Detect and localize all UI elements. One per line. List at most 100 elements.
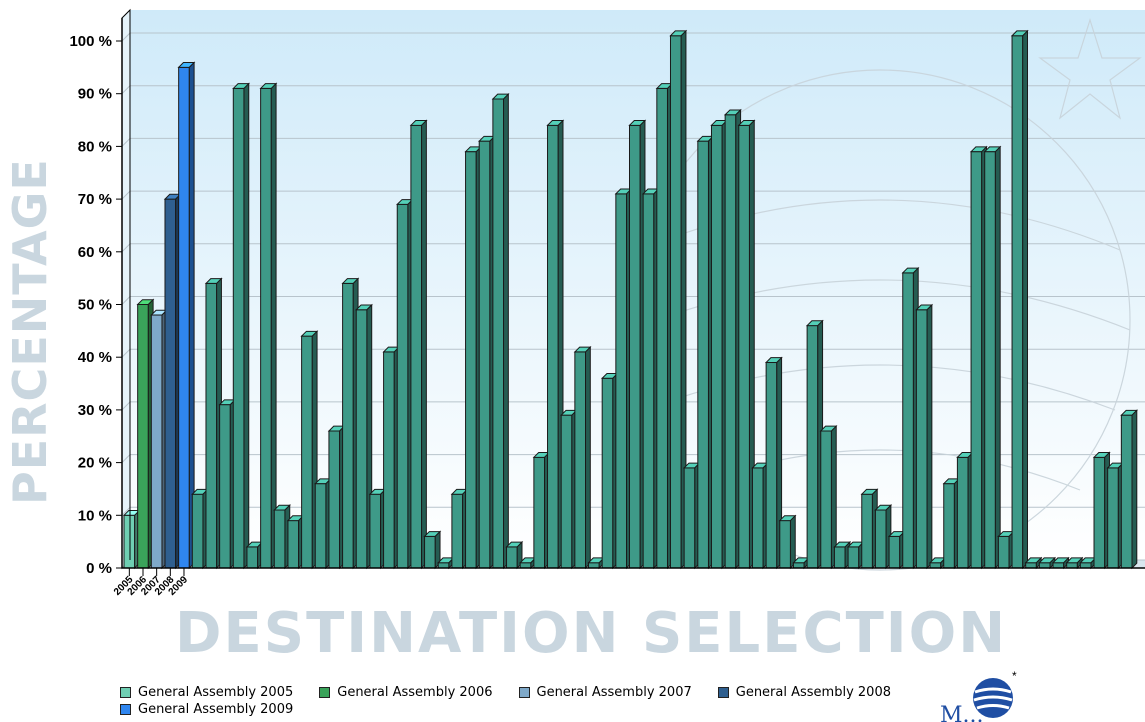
bar-unlabeled — [956, 451, 975, 570]
bar-unlabeled — [314, 477, 332, 570]
legend-label: General Assembly 2006 — [337, 685, 493, 700]
globe-logo-icon: * M... — [940, 669, 1017, 722]
legend-row: General Assembly 2009 — [120, 701, 1020, 718]
bar-unlabeled — [491, 92, 510, 570]
legend: General Assembly 2005 General Assembly 20… — [120, 684, 1020, 718]
bar-unlabeled — [915, 303, 934, 570]
y-tick-label: 100 % — [69, 33, 112, 50]
bar-unlabeled — [409, 119, 428, 570]
bar-unlabeled — [887, 530, 906, 570]
bar-unlabeled — [778, 514, 797, 570]
bar-unlabeled — [641, 187, 660, 570]
legend-label: General Assembly 2005 — [138, 685, 294, 700]
bar-unlabeled — [286, 514, 305, 570]
legend-item: General Assembly 2005 — [120, 685, 293, 700]
bar-unlabeled — [355, 303, 373, 570]
gridline-diag — [121, 190, 131, 200]
bar-unlabeled — [573, 345, 592, 570]
y-tick-label: 50 % — [78, 297, 112, 314]
bar-unlabeled — [559, 409, 578, 570]
legend-item: General Assembly 2007 — [518, 685, 692, 700]
bar-unlabeled — [983, 145, 1002, 570]
bar-unlabeled — [710, 119, 729, 570]
legend-item: General Assembly 2008 — [717, 685, 891, 700]
bar-2009 — [177, 61, 196, 570]
bar-unlabeled — [682, 461, 701, 570]
y-tick-label: 0 % — [86, 560, 112, 577]
logo-text: M... — [940, 703, 984, 722]
y-tick-label: 70 % — [78, 191, 112, 208]
legend-label: General Assembly 2009 — [138, 702, 294, 717]
bar-unlabeled — [1106, 461, 1125, 570]
bar-unlabeled — [300, 330, 319, 570]
svg-text:*: * — [1012, 669, 1017, 683]
legend-swatch — [518, 687, 530, 698]
bar-unlabeled — [696, 135, 715, 570]
legend-item: General Assembly 2009 — [120, 702, 293, 717]
legend-label: General Assembly 2007 — [536, 685, 692, 700]
plot-left-wall — [121, 8, 131, 570]
legend-swatch — [120, 687, 131, 698]
bar-2006 — [136, 298, 155, 570]
bar-unlabeled — [819, 424, 838, 570]
bar-unlabeled — [600, 372, 619, 570]
bar-unlabeled — [1120, 409, 1139, 570]
gridline-diag — [121, 32, 131, 42]
bar-unlabeled — [737, 119, 756, 570]
legend-label: General Assembly 2008 — [735, 685, 891, 700]
bar-unlabeled — [669, 29, 688, 570]
bar-unlabeled — [751, 461, 770, 570]
gridline-diag — [121, 243, 131, 253]
gridline-diag — [121, 85, 131, 95]
legend-swatch — [717, 687, 729, 698]
y-tick-label: 80 % — [78, 138, 112, 155]
bar-unlabeled — [1010, 29, 1029, 570]
bar-unlabeled — [628, 119, 647, 570]
y-tick-label: 10 % — [78, 507, 112, 524]
bar-unlabeled — [245, 540, 264, 570]
bar-unlabeled — [655, 82, 674, 570]
bar-2008 — [163, 193, 182, 570]
legend-row: General Assembly 2005 General Assembly 20… — [120, 684, 1020, 701]
bar-unlabeled — [764, 356, 783, 570]
bar-unlabeled — [997, 530, 1016, 570]
legend-swatch — [120, 704, 131, 715]
bar-unlabeled — [204, 277, 223, 570]
y-tick-label: 30 % — [78, 402, 112, 419]
bar-unlabeled — [942, 477, 961, 570]
bar-unlabeled — [833, 540, 852, 570]
bar-unlabeled — [546, 119, 565, 570]
gridline-diag — [121, 454, 131, 463]
bar-unlabeled — [218, 398, 237, 570]
bar-unlabeled — [1092, 451, 1111, 570]
bar-unlabeled — [341, 277, 360, 570]
y-tick-label: 20 % — [78, 455, 112, 472]
bar-unlabeled — [396, 198, 414, 570]
bar-unlabeled — [450, 488, 469, 570]
bar-unlabeled — [382, 345, 401, 570]
y-axis-label: PERCENTAGE — [3, 158, 57, 505]
bar-unlabeled — [901, 266, 920, 570]
y-tick-label: 60 % — [78, 244, 112, 261]
x-axis-label: DESTINATION SELECTION — [175, 601, 1007, 666]
gridline-diag — [121, 348, 131, 358]
bar-unlabeled — [327, 424, 346, 570]
bar-unlabeled — [464, 145, 483, 570]
bar-unlabeled — [191, 488, 209, 570]
bar-2005 — [122, 509, 141, 570]
bar-unlabeled — [368, 488, 387, 570]
bar-unlabeled — [969, 145, 988, 570]
bar-unlabeled — [532, 451, 551, 570]
legend-swatch — [319, 687, 331, 698]
bar-unlabeled — [423, 530, 442, 570]
gridline-diag — [121, 138, 131, 147]
y-tick-label: 40 % — [78, 349, 112, 366]
bar-unlabeled — [232, 82, 250, 570]
gridline-diag — [121, 296, 131, 305]
bar-unlabeled — [273, 504, 291, 570]
gridline-diag — [121, 506, 131, 516]
bar-unlabeled — [723, 108, 742, 570]
bar-unlabeled — [805, 319, 824, 570]
gridline-diag — [121, 401, 131, 411]
